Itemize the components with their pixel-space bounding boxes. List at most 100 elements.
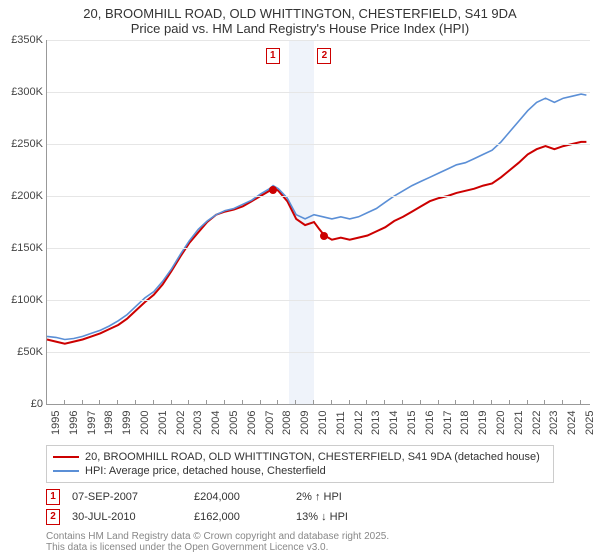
- x-tick: [420, 400, 421, 405]
- event-row: 2 30-JUL-2010 £162,000 13% ↓ HPI: [46, 507, 554, 527]
- x-axis-label: 2016: [424, 411, 436, 435]
- gridline: [47, 144, 590, 145]
- x-axis-label: 2010: [317, 411, 329, 435]
- x-axis-label: 2006: [246, 411, 258, 435]
- x-tick: [366, 400, 367, 405]
- event-number-box: 1: [46, 489, 60, 505]
- y-axis-label: £50K: [17, 346, 47, 358]
- x-tick: [509, 400, 510, 405]
- x-axis-label: 2000: [139, 411, 151, 435]
- x-tick: [135, 400, 136, 405]
- gridline: [47, 40, 590, 41]
- x-axis-label: 2008: [281, 411, 293, 435]
- y-axis-label: £100K: [11, 294, 47, 306]
- x-tick: [117, 400, 118, 405]
- x-axis-label: 2025: [584, 411, 596, 435]
- x-axis-label: 1995: [50, 411, 62, 435]
- x-tick: [331, 400, 332, 405]
- x-axis-label: 2018: [459, 411, 471, 435]
- x-tick: [82, 400, 83, 405]
- event-row: 1 07-SEP-2007 £204,000 2% ↑ HPI: [46, 487, 554, 507]
- x-tick: [580, 400, 581, 405]
- chart-lines-svg: [47, 40, 590, 404]
- x-tick: [153, 400, 154, 405]
- x-axis-label: 2021: [513, 411, 525, 435]
- gridline: [47, 352, 590, 353]
- x-tick: [313, 400, 314, 405]
- x-tick: [402, 400, 403, 405]
- x-axis-label: 2012: [353, 411, 365, 435]
- x-tick: [260, 400, 261, 405]
- x-tick: [242, 400, 243, 405]
- event-price: £162,000: [194, 511, 284, 523]
- x-tick: [99, 400, 100, 405]
- x-axis-label: 2013: [370, 411, 382, 435]
- event-price: £204,000: [194, 491, 284, 503]
- event-label-box: 1: [266, 48, 280, 64]
- x-axis-label: 1996: [68, 411, 80, 435]
- legend-item: HPI: Average price, detached house, Ches…: [53, 464, 547, 478]
- x-axis-label: 2004: [210, 411, 222, 435]
- x-tick: [384, 400, 385, 405]
- x-axis-label: 2022: [531, 411, 543, 435]
- y-axis-label: £0: [31, 398, 47, 410]
- x-tick: [277, 400, 278, 405]
- title-line-1: 20, BROOMHILL ROAD, OLD WHITTINGTON, CHE…: [10, 6, 590, 21]
- x-axis-labels: 1995199619971998199920002001200220032004…: [46, 405, 590, 439]
- legend: 20, BROOMHILL ROAD, OLD WHITTINGTON, CHE…: [46, 445, 554, 483]
- x-tick: [206, 400, 207, 405]
- event-marker: [269, 186, 277, 194]
- x-axis-label: 2023: [548, 411, 560, 435]
- chart-title: 20, BROOMHILL ROAD, OLD WHITTINGTON, CHE…: [0, 0, 600, 40]
- event-delta: 13% ↓ HPI: [296, 511, 406, 523]
- legend-label: HPI: Average price, detached house, Ches…: [85, 465, 326, 477]
- x-tick: [188, 400, 189, 405]
- series-hpi: [47, 94, 586, 339]
- legend-swatch: [53, 456, 79, 458]
- x-tick: [544, 400, 545, 405]
- x-tick: [46, 400, 47, 405]
- x-tick: [349, 400, 350, 405]
- x-axis-label: 1999: [121, 411, 133, 435]
- x-axis-label: 2007: [264, 411, 276, 435]
- event-date: 07-SEP-2007: [72, 491, 182, 503]
- y-axis-label: £150K: [11, 242, 47, 254]
- x-tick: [438, 400, 439, 405]
- gridline: [47, 196, 590, 197]
- x-axis-label: 1997: [86, 411, 98, 435]
- x-axis-label: 2003: [192, 411, 204, 435]
- footer-line-2: This data is licensed under the Open Gov…: [46, 542, 554, 553]
- x-tick: [527, 400, 528, 405]
- x-axis-label: 2005: [228, 411, 240, 435]
- x-axis-label: 2024: [566, 411, 578, 435]
- event-label-box: 2: [317, 48, 331, 64]
- x-axis-label: 2014: [388, 411, 400, 435]
- event-number-box: 2: [46, 509, 60, 525]
- x-axis-label: 2002: [175, 411, 187, 435]
- x-axis-label: 2017: [442, 411, 454, 435]
- footer-attribution: Contains HM Land Registry data © Crown c…: [46, 531, 554, 553]
- event-delta: 2% ↑ HPI: [296, 491, 406, 503]
- x-axis-label: 2015: [406, 411, 418, 435]
- x-tick: [562, 400, 563, 405]
- event-marker: [320, 232, 328, 240]
- x-tick: [224, 400, 225, 405]
- events-table: 1 07-SEP-2007 £204,000 2% ↑ HPI 2 30-JUL-2010…: [46, 487, 554, 527]
- legend-label: 20, BROOMHILL ROAD, OLD WHITTINGTON, CHE…: [85, 451, 540, 463]
- chart-plot-area: £0£50K£100K£150K£200K£250K£300K£350K12: [46, 40, 590, 405]
- x-axis-label: 2011: [335, 411, 347, 435]
- x-axis-label: 2001: [157, 411, 169, 435]
- legend-item: 20, BROOMHILL ROAD, OLD WHITTINGTON, CHE…: [53, 450, 547, 464]
- gridline: [47, 92, 590, 93]
- event-date: 30-JUL-2010: [72, 511, 182, 523]
- x-tick: [491, 400, 492, 405]
- x-tick: [171, 400, 172, 405]
- x-tick: [64, 400, 65, 405]
- footer-line-1: Contains HM Land Registry data © Crown c…: [46, 531, 554, 542]
- x-axis-label: 2020: [495, 411, 507, 435]
- x-tick: [295, 400, 296, 405]
- x-axis-label: 2019: [477, 411, 489, 435]
- x-tick: [473, 400, 474, 405]
- x-tick: [455, 400, 456, 405]
- y-axis-label: £200K: [11, 190, 47, 202]
